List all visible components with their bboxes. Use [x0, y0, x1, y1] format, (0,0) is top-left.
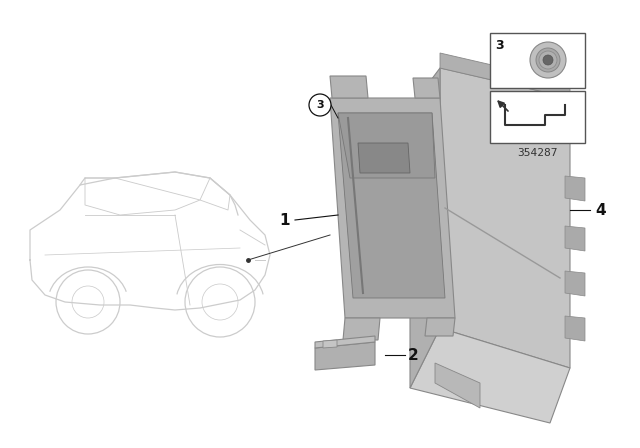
Text: 3: 3	[495, 39, 504, 52]
Polygon shape	[330, 98, 455, 318]
Text: 354287: 354287	[516, 148, 557, 158]
Circle shape	[309, 94, 331, 116]
Circle shape	[530, 42, 566, 78]
Circle shape	[539, 51, 557, 69]
Polygon shape	[338, 113, 445, 298]
Bar	[490, 91, 585, 143]
Polygon shape	[315, 336, 375, 348]
Polygon shape	[435, 363, 480, 408]
Polygon shape	[410, 68, 440, 388]
Polygon shape	[410, 328, 570, 423]
Polygon shape	[425, 318, 455, 336]
Text: 2: 2	[408, 348, 419, 362]
Polygon shape	[330, 76, 368, 98]
Polygon shape	[358, 143, 410, 173]
Circle shape	[536, 48, 560, 72]
Text: 4: 4	[595, 202, 605, 217]
Polygon shape	[440, 68, 570, 368]
Polygon shape	[565, 316, 585, 341]
Polygon shape	[323, 340, 337, 348]
Polygon shape	[440, 53, 570, 98]
Polygon shape	[565, 271, 585, 296]
Polygon shape	[565, 176, 585, 201]
Circle shape	[543, 55, 553, 65]
Polygon shape	[413, 78, 440, 98]
Text: 3: 3	[316, 100, 324, 110]
Bar	[490, 33, 585, 88]
Polygon shape	[338, 113, 435, 178]
Polygon shape	[343, 318, 380, 340]
Polygon shape	[565, 226, 585, 251]
Polygon shape	[315, 342, 375, 370]
Text: 1: 1	[280, 212, 290, 228]
